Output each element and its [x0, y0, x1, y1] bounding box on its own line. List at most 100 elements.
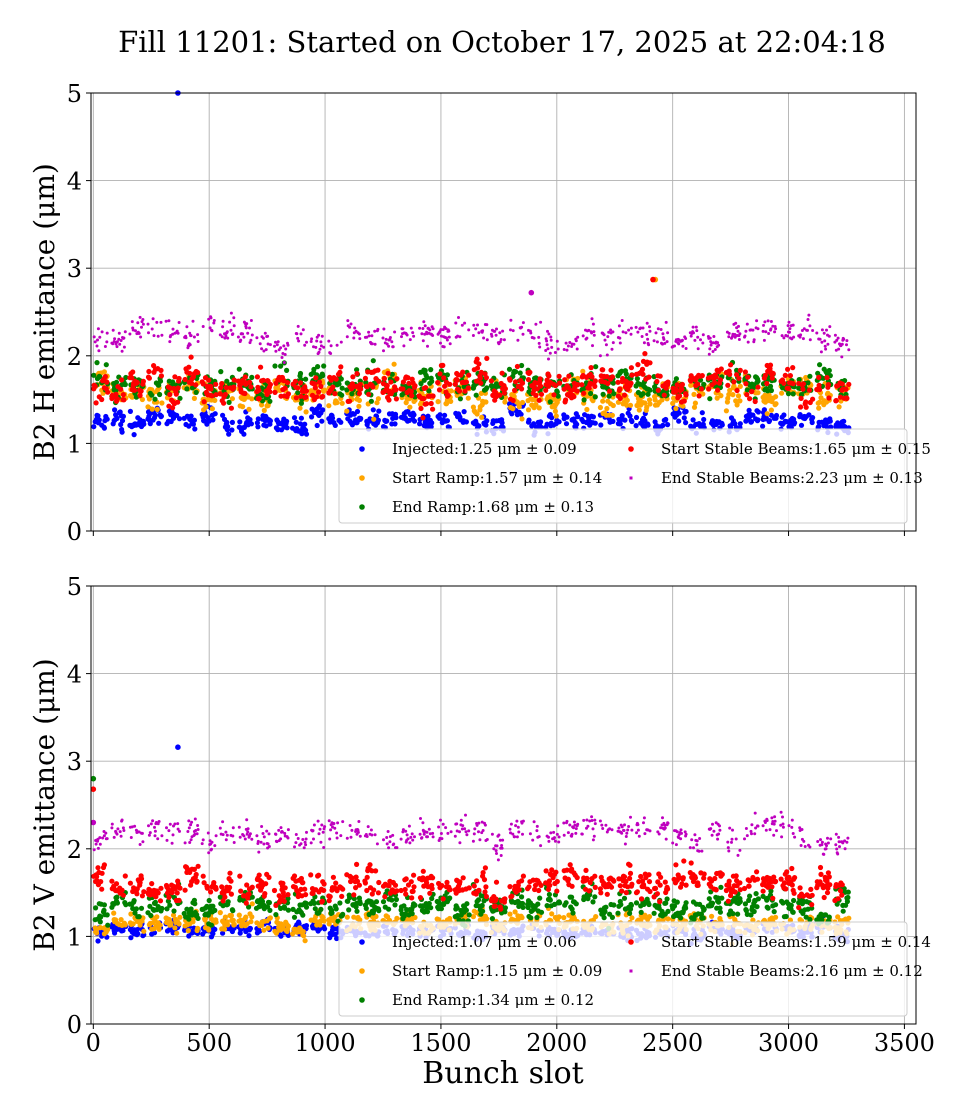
- data-point: [644, 404, 650, 410]
- data-point: [673, 344, 676, 348]
- data-point: [629, 915, 635, 921]
- data-point: [477, 375, 483, 381]
- data-point: [224, 334, 228, 338]
- data-point: [120, 892, 126, 898]
- data-point: [827, 334, 831, 338]
- data-point: [764, 411, 770, 417]
- data-point: [322, 926, 328, 932]
- data-point: [134, 891, 140, 897]
- data-point: [300, 912, 306, 918]
- data-point: [460, 369, 466, 375]
- data-point: [302, 421, 308, 427]
- data-point: [120, 927, 126, 934]
- data-point: [700, 915, 706, 921]
- data-point: [773, 394, 779, 400]
- data-point: [801, 337, 805, 341]
- data-point: [734, 402, 740, 408]
- data-point: [114, 894, 120, 900]
- data-point: [606, 393, 612, 399]
- data-point: [191, 866, 197, 873]
- data-point: [145, 404, 151, 410]
- data-point: [463, 907, 469, 913]
- data-point: [240, 404, 246, 410]
- data-point: [581, 390, 587, 396]
- data-point: [177, 914, 183, 920]
- data-point: [91, 372, 97, 378]
- data-point: [249, 894, 255, 900]
- data-point: [222, 914, 228, 920]
- data-point: [519, 900, 526, 907]
- data-point: [424, 375, 430, 381]
- data-point: [412, 902, 418, 908]
- data-point: [154, 914, 160, 920]
- data-point: [536, 397, 542, 403]
- data-point: [254, 420, 260, 426]
- data-point: [549, 415, 555, 421]
- data-point: [589, 374, 595, 380]
- data-point: [201, 399, 207, 405]
- data-point: [152, 899, 158, 905]
- data-point: [392, 421, 398, 427]
- data-point: [262, 891, 268, 897]
- data-point: [295, 385, 301, 391]
- data-point: [538, 391, 545, 397]
- data-point: [816, 382, 822, 388]
- data-point: [318, 383, 324, 389]
- data-point: [393, 415, 399, 421]
- data-point: [652, 339, 656, 343]
- data-point: [624, 397, 630, 403]
- data-point: [665, 379, 671, 385]
- data-point: [425, 413, 431, 419]
- data-point: [364, 874, 370, 880]
- data-point: [158, 413, 164, 419]
- data-point: [533, 402, 539, 408]
- data-point: [807, 373, 813, 379]
- data-point: [768, 407, 775, 413]
- data-point: [550, 345, 554, 349]
- data-point: [598, 422, 604, 428]
- data-point: [447, 381, 453, 387]
- data-point: [539, 320, 543, 324]
- data-point: [299, 431, 305, 437]
- data-point: [186, 364, 192, 370]
- data-point: [767, 383, 774, 389]
- data-point: [184, 386, 190, 392]
- data-point: [640, 335, 644, 338]
- data-point: [575, 414, 581, 420]
- data-point: [428, 328, 432, 332]
- data-point: [782, 372, 788, 378]
- data-point: [712, 335, 716, 338]
- legend-marker: [629, 476, 633, 480]
- data-point: [193, 871, 199, 878]
- data-point: [816, 405, 822, 411]
- data-point: [465, 385, 471, 391]
- data-point: [333, 906, 339, 912]
- data-point: [806, 412, 812, 418]
- data-point: [114, 396, 120, 402]
- data-point: [373, 342, 377, 346]
- data-point: [452, 381, 458, 387]
- data-point: [818, 337, 822, 341]
- data-point: [167, 319, 171, 323]
- data-point: [592, 894, 598, 900]
- data-point: [217, 391, 223, 397]
- data-point: [388, 379, 394, 385]
- data-point: [737, 421, 743, 427]
- data-point: [509, 328, 512, 332]
- data-point: [651, 910, 657, 916]
- data-point: [188, 331, 192, 335]
- data-point: [605, 380, 611, 387]
- data-point: [175, 399, 181, 405]
- data-point: [120, 349, 124, 353]
- legend-marker: [359, 504, 365, 510]
- data-point: [358, 415, 364, 422]
- data-point: [357, 917, 363, 923]
- data-point: [248, 341, 252, 345]
- data-point: [785, 366, 791, 372]
- data-point: [231, 921, 237, 927]
- data-point: [326, 403, 332, 409]
- data-point: [580, 368, 586, 374]
- y-tick-label: 5: [67, 80, 82, 108]
- data-point: [525, 377, 532, 383]
- data-point: [221, 325, 225, 329]
